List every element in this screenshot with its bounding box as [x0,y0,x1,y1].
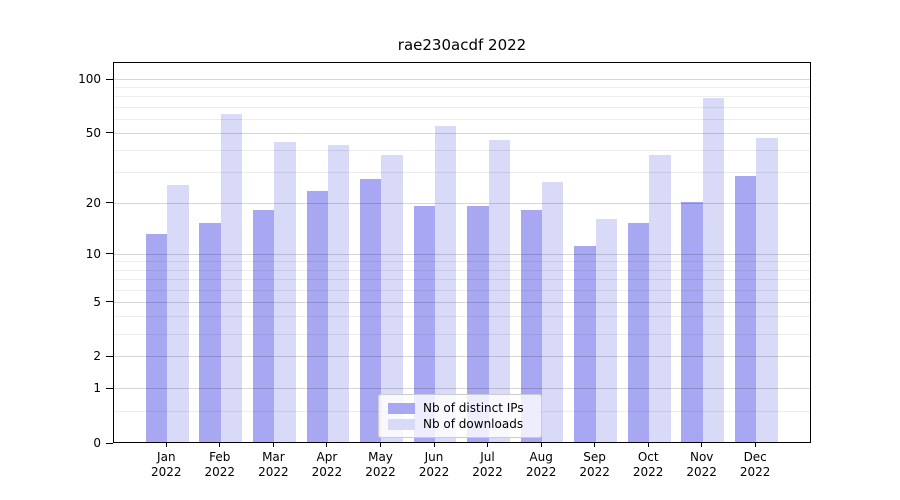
y-tick-mark-0 [106,442,113,444]
bar-downloads-May [381,155,403,442]
x-tick-mark-Jul [487,443,488,447]
x-tick-label-Mar: Mar 2022 [243,450,303,480]
y-tick-mark-50 [106,132,113,134]
x-tick-year: 2022 [204,465,236,479]
bar-distinct-ips-Aug [520,209,543,442]
x-tick-label-Jul: Jul 2022 [458,450,518,480]
x-tick-month: Nov [689,450,714,464]
y-tick-label-20: 20 [85,195,101,210]
x-tick-month: Mar [262,450,285,464]
bar-downloads-Aug [542,182,564,442]
bars-layer [114,63,810,442]
x-tick-year: 2022 [525,465,557,479]
legend-item-distinct-ips: Nb of distinct IPs [388,400,533,416]
bar-downloads-Oct [649,155,671,442]
legend-item-downloads: Nb of downloads [388,416,533,432]
bar-downloads-Sep [595,218,617,442]
x-tick-month: Sep [583,450,606,464]
x-tick-month: May [368,450,393,464]
bar-distinct-ips-Oct [627,223,650,442]
bar-downloads-Jan [167,185,189,442]
y-tick-mark-2 [106,355,113,357]
x-tick-mark-Apr [326,443,328,447]
x-tick-year: 2022 [365,465,396,479]
bar-distinct-ips-Apr [306,191,328,442]
y-tick-mark-1 [106,387,113,389]
x-tick-label-Jun: Jun 2022 [404,450,464,480]
legend-swatch-downloads [388,418,415,430]
x-tick-mark-Aug [540,443,542,447]
x-tick-year: 2022 [258,465,289,479]
x-tick-year: 2022 [686,465,717,479]
legend-label-downloads: Nb of downloads [423,417,524,431]
bar-distinct-ips-Feb [199,223,221,442]
x-tick-mark-Feb [219,443,221,447]
bar-downloads-Mar [274,141,296,442]
x-tick-year: 2022 [311,465,343,479]
x-tick-mark-Oct [647,443,649,447]
legend: Nb of distinct IPs Nb of downloads [378,394,542,438]
y-tick-label-100: 100 [78,72,101,86]
y-tick-label-2: 2 [93,349,101,364]
x-tick-year: 2022 [739,465,771,479]
bar-downloads-Feb [220,114,243,442]
chart-title: rae230acdf 2022 [397,36,527,54]
y-tick-mark-20 [106,202,113,204]
y-tick-label-5: 5 [93,294,101,309]
y-tick-mark-100 [106,78,113,80]
legend-swatch-distinct-ips [388,402,415,414]
x-tick-label-Feb: Feb 2022 [190,450,250,480]
x-tick-mark-Nov [701,443,703,447]
bar-downloads-Dec [756,138,778,442]
x-tick-label-May: May 2022 [351,450,411,480]
x-tick-month: Aug [529,450,553,464]
x-tick-month: Jan [157,450,176,464]
y-tick-label-10: 10 [85,246,101,261]
x-tick-mark-Sep [594,443,596,447]
x-tick-year: 2022 [579,465,610,479]
x-tick-label-Sep: Sep 2022 [565,450,625,480]
bar-distinct-ips-Sep [574,246,596,442]
x-tick-month: Oct [637,450,659,464]
bar-distinct-ips-Jun [413,205,435,442]
x-tick-mark-Dec [754,443,756,447]
bar-downloads-Apr [327,145,350,442]
x-tick-year: 2022 [418,465,450,479]
x-tick-label-Oct: Oct 2022 [618,450,678,480]
bar-distinct-ips-Jul [467,205,489,442]
x-tick-year: 2022 [151,465,182,479]
x-tick-label-Nov: Nov 2022 [672,450,732,480]
x-tick-year: 2022 [472,465,503,479]
x-tick-label-Apr: Apr 2022 [297,450,357,480]
x-tick-label-Dec: Dec 2022 [725,450,785,480]
bar-downloads-Nov [702,98,725,442]
y-tick-label-1: 1 [93,381,101,396]
y-tick-label-50: 50 [85,125,101,140]
x-tick-mark-Jun [433,443,435,447]
plot-area [113,62,811,443]
y-tick-mark-10 [106,253,113,255]
x-tick-label-Jan: Jan 2022 [136,450,196,480]
x-tick-month: Feb [209,450,231,464]
bar-distinct-ips-Dec [734,176,757,442]
y-tick-label-0: 0 [93,436,101,450]
x-tick-mark-May [380,443,381,447]
x-tick-month: Jun [424,450,444,464]
bar-downloads-Jun [435,125,457,442]
bar-distinct-ips-May [360,179,382,442]
bar-distinct-ips-Mar [252,209,275,442]
y-tick-mark-5 [106,301,113,303]
bar-downloads-Jul [488,140,510,442]
x-tick-month: Jul [480,450,495,464]
x-tick-month: Dec [743,450,767,464]
x-tick-month: Apr [316,450,338,464]
x-tick-mark-Mar [272,443,274,447]
x-tick-year: 2022 [632,465,664,479]
x-tick-label-Aug: Aug 2022 [511,450,571,480]
bar-distinct-ips-Nov [681,201,703,442]
x-tick-mark-Jan [165,443,167,447]
bar-distinct-ips-Jan [145,233,168,442]
legend-label-distinct-ips: Nb of distinct IPs [423,401,524,415]
